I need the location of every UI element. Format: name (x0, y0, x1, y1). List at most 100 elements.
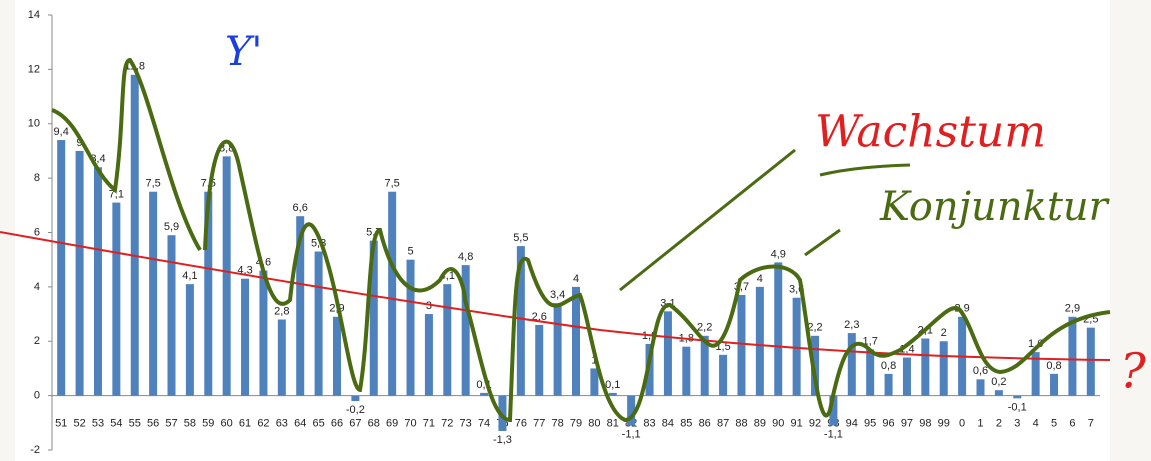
x-tick-label: 4 (1033, 418, 1039, 430)
y-tick-label: -2 (30, 444, 40, 456)
bar (480, 392, 489, 396)
x-tick-label: 56 (147, 418, 159, 430)
bar (406, 259, 415, 396)
annotation: ? (1120, 344, 1146, 400)
bar (1086, 327, 1095, 396)
bar (369, 240, 378, 396)
x-tick-label: 72 (441, 418, 453, 430)
bar (700, 335, 709, 396)
bar (57, 140, 66, 396)
x-tick-label: 87 (717, 418, 729, 430)
bar (241, 278, 250, 396)
x-tick-label: 91 (791, 418, 803, 430)
value-label: -0,1 (1008, 401, 1027, 413)
bar (424, 314, 433, 396)
x-tick-label: 2 (996, 418, 1002, 430)
value-label: 7,1 (109, 189, 124, 201)
x-tick-label: 83 (643, 418, 655, 430)
value-label: 2,9 (1065, 303, 1080, 315)
x-tick-label: 63 (276, 418, 288, 430)
trend-line (0, 231, 1111, 361)
bar (572, 286, 580, 396)
bar (829, 395, 838, 426)
value-label: 2,9 (954, 303, 969, 315)
x-tick-label: 0 (959, 418, 965, 430)
bar (608, 392, 617, 396)
value-label: 7,5 (384, 178, 399, 190)
x-tick-label: 7 (1088, 418, 1094, 430)
x-tick-label: 89 (754, 418, 766, 430)
bar (351, 395, 360, 402)
bar (222, 156, 231, 396)
value-label: 4,9 (771, 248, 786, 260)
y-tick-label: 12 (28, 63, 40, 75)
x-tick-label: 52 (73, 418, 85, 430)
x-tick-label: 51 (55, 418, 67, 430)
bar (902, 357, 911, 396)
bar (976, 379, 985, 396)
x-tick-label: 61 (239, 418, 251, 430)
x-tick-label: 69 (386, 418, 398, 430)
bar (167, 235, 176, 396)
x-tick-label: 95 (864, 418, 876, 430)
x-tick-label: 62 (257, 418, 269, 430)
x-tick-label: 6 (1069, 418, 1075, 430)
x-tick-label: 3 (1014, 418, 1020, 430)
bar (1013, 395, 1022, 399)
x-tick-label: 73 (460, 418, 472, 430)
x-tick-label: 86 (699, 418, 711, 430)
value-label: 4 (573, 273, 579, 285)
value-label: 4 (757, 273, 763, 285)
bar (719, 354, 728, 396)
x-tick-label: 53 (92, 418, 104, 430)
value-label: 2,2 (807, 322, 822, 334)
x-tick-label: 99 (938, 418, 950, 430)
x-tick-label: 57 (165, 418, 177, 430)
value-label: 0,8 (1046, 360, 1061, 372)
x-tick-label: 79 (570, 418, 582, 430)
y-tick-label: 10 (28, 118, 40, 130)
x-tick-label: 59 (202, 418, 214, 430)
value-label: 0,2 (991, 376, 1006, 388)
value-label: 7,5 (145, 178, 160, 190)
y-tick-label: 0 (34, 390, 40, 402)
value-label: 2,8 (274, 305, 289, 317)
x-tick-label: 5 (1051, 418, 1057, 430)
value-label: 1,7 (863, 335, 878, 347)
value-label: -1,3 (493, 434, 512, 446)
bar (443, 284, 452, 396)
bar (296, 216, 305, 396)
bar (627, 395, 636, 426)
x-tick-label: 1 (977, 418, 983, 430)
value-label: 4,8 (458, 251, 473, 263)
bar (884, 373, 893, 396)
bar (811, 335, 820, 396)
x-tick-label: 85 (680, 418, 692, 430)
value-label: 5,5 (513, 232, 528, 244)
x-tick-label: 70 (404, 418, 416, 430)
bar (847, 333, 856, 396)
x-tick-label: 98 (919, 418, 931, 430)
bar (590, 368, 599, 396)
x-tick-label: 76 (515, 418, 527, 430)
x-tick-label: 68 (368, 418, 380, 430)
x-tick-label: 60 (221, 418, 233, 430)
y-tick-label: 4 (34, 281, 40, 293)
annotation: Wachstum (815, 107, 1046, 158)
bar (939, 341, 948, 396)
bar (994, 390, 1003, 396)
x-tick-label: 58 (184, 418, 196, 430)
x-tick-label: 74 (478, 418, 490, 430)
bar (1050, 373, 1059, 396)
bar (112, 202, 121, 396)
bar (75, 150, 84, 396)
value-label: 3 (426, 300, 432, 312)
value-label: -0,2 (346, 404, 365, 416)
bar (314, 251, 323, 396)
y-tick-label: 8 (34, 172, 40, 184)
bar (277, 319, 286, 396)
annotation: Konjunktur (879, 184, 1111, 230)
value-label: 6,6 (293, 202, 308, 214)
